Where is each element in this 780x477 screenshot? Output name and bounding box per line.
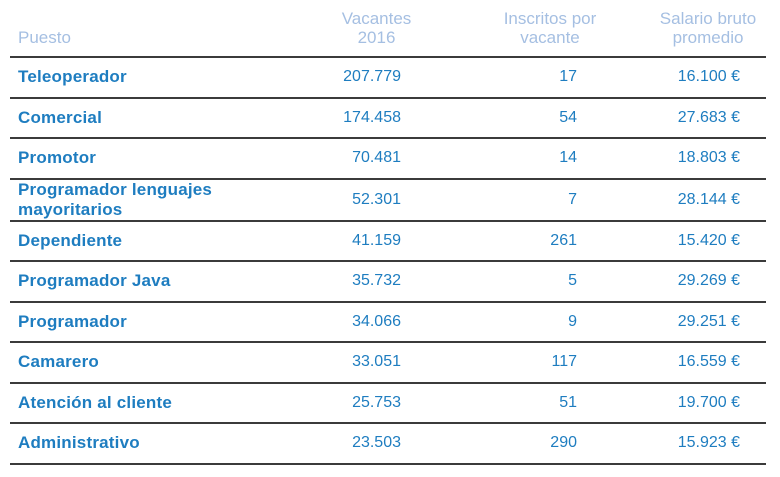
- table-row: Teleoperador 207.779 17 16.100 €: [10, 57, 766, 99]
- applicants-cell: 5: [450, 261, 650, 303]
- applicants-cell: 117: [450, 342, 650, 384]
- column-header-label: Vacantes: [341, 9, 412, 28]
- job-title-cell: Camarero: [10, 342, 303, 384]
- job-title-cell: Dependiente: [10, 220, 303, 262]
- vacancies-cell: 33.051: [303, 342, 450, 384]
- applicants-cell: 7: [450, 178, 650, 222]
- header-row: Puesto Vacantes 2016 Inscritos por vacan…: [10, 0, 766, 58]
- column-header-vacantes: Vacantes 2016: [303, 0, 450, 58]
- column-header-label: Puesto: [18, 28, 71, 47]
- table-row: Promotor 70.481 14 18.803 €: [10, 138, 766, 180]
- table-row: Programador lenguajes mayoritarios 52.30…: [10, 178, 766, 222]
- vacancies-cell: 23.503: [303, 423, 450, 465]
- job-title-cell: Comercial: [10, 97, 303, 139]
- job-title-cell: Programador Java: [10, 261, 303, 303]
- applicants-cell: 14: [450, 138, 650, 180]
- column-header-label: 2016: [357, 28, 396, 47]
- column-header-label: promedio: [672, 28, 744, 47]
- applicants-cell: 17: [450, 57, 650, 99]
- column-header-puesto: Puesto: [10, 0, 303, 58]
- table-row: Programador Java 35.732 5 29.269 €: [10, 261, 766, 303]
- vacancies-cell: 70.481: [303, 138, 450, 180]
- salary-cell: 15.923 €: [650, 423, 766, 465]
- job-title-cell: Administrativo: [10, 423, 303, 465]
- column-header-salario: Salario bruto promedio: [650, 0, 766, 58]
- vacancies-cell: 35.732: [303, 261, 450, 303]
- salary-cell: 16.100 €: [650, 57, 766, 99]
- applicants-cell: 51: [450, 382, 650, 424]
- applicants-cell: 290: [450, 423, 650, 465]
- column-header-inscritos: Inscritos por vacante: [450, 0, 650, 58]
- vacancies-cell: 174.458: [303, 97, 450, 139]
- table-row: Camarero 33.051 117 16.559 €: [10, 342, 766, 384]
- column-header-label: vacante: [520, 28, 580, 47]
- salary-cell: 29.251 €: [650, 301, 766, 343]
- vacancies-cell: 52.301: [303, 178, 450, 222]
- vacancies-cell: 41.159: [303, 220, 450, 262]
- salary-cell: 28.144 €: [650, 178, 766, 222]
- job-title-cell: Programador lenguajes mayoritarios: [10, 178, 303, 222]
- jobs-table: Puesto Vacantes 2016 Inscritos por vacan…: [10, 0, 766, 465]
- table-row: Administrativo 23.503 290 15.923 €: [10, 423, 766, 465]
- table-body: Teleoperador 207.779 17 16.100 € Comerci…: [10, 57, 766, 465]
- job-title-cell: Atención al cliente: [10, 382, 303, 424]
- salary-cell: 18.803 €: [650, 138, 766, 180]
- table-row: Dependiente 41.159 261 15.420 €: [10, 220, 766, 262]
- salary-cell: 27.683 €: [650, 97, 766, 139]
- table-row: Programador 34.066 9 29.251 €: [10, 301, 766, 343]
- salary-cell: 16.559 €: [650, 342, 766, 384]
- salary-cell: 29.269 €: [650, 261, 766, 303]
- job-title-cell: Programador: [10, 301, 303, 343]
- column-header-label: Inscritos por: [503, 9, 597, 28]
- table-header: Puesto Vacantes 2016 Inscritos por vacan…: [10, 0, 766, 58]
- vacancies-cell: 207.779: [303, 57, 450, 99]
- job-title-cell: Teleoperador: [10, 57, 303, 99]
- table-row: Atención al cliente 25.753 51 19.700 €: [10, 382, 766, 424]
- vacancies-cell: 34.066: [303, 301, 450, 343]
- applicants-cell: 261: [450, 220, 650, 262]
- salary-cell: 19.700 €: [650, 382, 766, 424]
- salary-cell: 15.420 €: [650, 220, 766, 262]
- job-title-cell: Promotor: [10, 138, 303, 180]
- table-row: Comercial 174.458 54 27.683 €: [10, 97, 766, 139]
- applicants-cell: 54: [450, 97, 650, 139]
- applicants-cell: 9: [450, 301, 650, 343]
- column-header-label: Salario bruto: [659, 9, 757, 28]
- vacancies-cell: 25.753: [303, 382, 450, 424]
